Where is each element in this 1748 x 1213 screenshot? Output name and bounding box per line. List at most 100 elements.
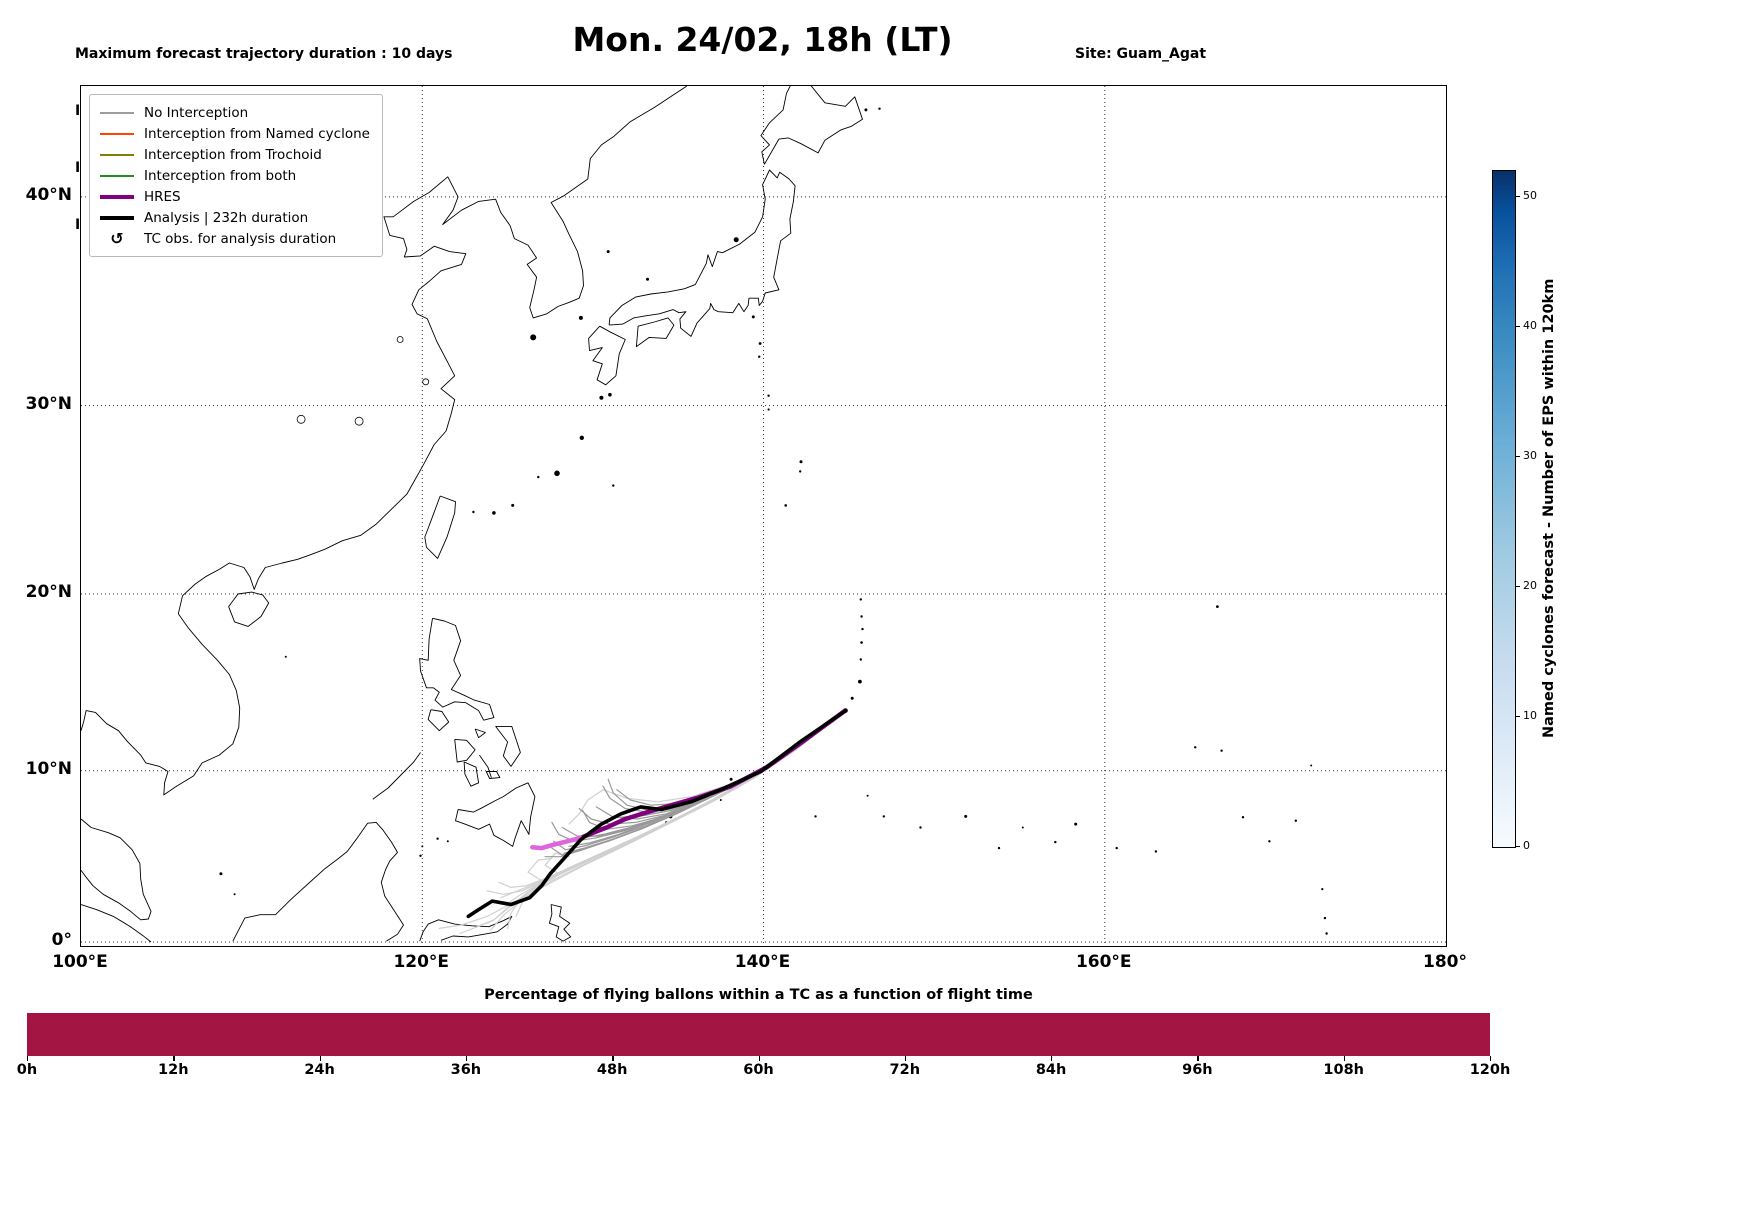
coastline [427,709,450,732]
island-dot [1220,749,1223,752]
coastline [463,761,480,787]
trajectory-hres-intercept [530,835,584,851]
flight-time-bar [27,1013,1490,1056]
trajectory-map: No Interception Interception from Named c… [80,85,1447,947]
colorbar-tick-mark [1515,326,1520,328]
island-dot [1241,816,1245,819]
legend-item: Interception from Named cyclone [100,123,370,144]
legend-item: Interception from both [100,165,370,186]
island-dot [1021,826,1024,829]
trajectory-eps-no-interception [578,710,846,825]
island-dot [767,408,770,411]
colorbar-tick-label: 20 [1523,579,1537,592]
trajectory-eps-no-interception [563,710,846,854]
colorbar-tick-label: 0 [1523,839,1530,852]
legend-line-swatch [100,153,134,156]
flight-time-tick-mark [27,1056,29,1061]
flight-time-tick-mark [319,1056,321,1061]
flight-time-tick-mark [1490,1056,1492,1061]
island-dot [511,503,515,507]
lake-outline [354,416,364,426]
trajectory-eps-faded [486,710,846,895]
island-dot [1054,840,1057,844]
island-dot [1216,605,1219,608]
island-dot [446,840,449,843]
colorbar-tick-label: 10 [1523,709,1537,722]
coastline [495,725,521,767]
legend-item: Analysis | 232h duration [100,207,370,228]
flight-time-tick-label: 60h [743,1062,774,1078]
island-dot [729,777,733,781]
flight-time-tick-label: 24h [304,1062,335,1078]
island-dot [284,655,287,658]
island-dot [751,315,755,319]
colorbar-tick-label: 30 [1523,449,1537,462]
colorbar [1492,170,1516,848]
colorbar-tick-mark [1515,456,1520,458]
legend-label: No Interception [144,104,249,121]
island-dot [850,696,854,700]
legend-label: Interception from both [144,167,297,184]
island-dot [579,435,584,440]
coastline [474,728,486,739]
island-dot [1321,888,1324,891]
coastline [588,325,626,386]
island-dot [1074,822,1078,826]
flight-time-tick-mark [758,1056,760,1061]
island-dot [1194,746,1197,749]
island-dot [861,627,864,631]
legend-line-swatch [100,111,134,114]
coastline [419,915,513,942]
legend-item: Interception from Trochoid [100,144,370,165]
trajectory-eps-faded [489,710,846,931]
island-dot [606,250,610,254]
coastline [479,754,492,778]
trajectory-eps-no-interception [607,710,846,811]
flight-time-tick-label: 0h [16,1062,38,1078]
lat-tick-label: 10°N [25,758,72,779]
flight-time-tick-mark [1197,1056,1199,1061]
island-dot [436,837,439,840]
flight-time-tick-label: 72h [889,1062,921,1078]
island-dot [1268,840,1271,843]
island-dot [859,598,862,601]
trajectory-eps-no-interception [602,710,846,813]
coastline [548,904,572,942]
island-dot [866,794,869,797]
legend-label: Interception from Named cyclone [144,125,370,142]
island-dot [767,394,770,397]
legend-line-swatch [100,215,134,220]
island-dot [859,658,862,661]
colorbar-tick-label: 40 [1523,319,1537,332]
flight-time-tick-label: 96h [1182,1062,1213,1078]
lake-outline [396,336,404,343]
island-dot [1154,850,1158,853]
island-dot [964,814,968,818]
trajectory-eps-faded [568,710,846,825]
legend-label: HRES [144,188,181,205]
island-dot [554,470,560,477]
coastline [228,591,270,627]
config-line-duration: Maximum forecast trajectory duration : 1… [75,46,453,62]
island-dot [492,511,496,515]
lon-tick-label: 180° [1423,952,1467,972]
trajectory-eps-no-interception [595,710,846,820]
coastline [372,752,421,800]
legend-line-swatch [100,174,134,177]
colorbar-tick-mark [1515,716,1520,718]
legend-label: Analysis | 232h duration [144,209,309,226]
bottom-chart-title: Percentage of flying ballons within a TC… [484,987,1033,1003]
island-dot [608,392,612,397]
figure-title: Mon. 24/02, 18h (LT) [572,20,953,59]
lake-outline [422,378,430,386]
legend-line-swatch [100,194,134,199]
legend-item: ↺ TC obs. for analysis duration [100,228,370,249]
island-dot [646,277,649,281]
island-dot [1325,932,1328,935]
trajectory-eps-no-interception [582,710,846,830]
lake-outline [296,414,306,424]
trajectory-eps-faded [515,710,846,917]
coastline [419,617,495,721]
map-canvas [81,86,1446,946]
